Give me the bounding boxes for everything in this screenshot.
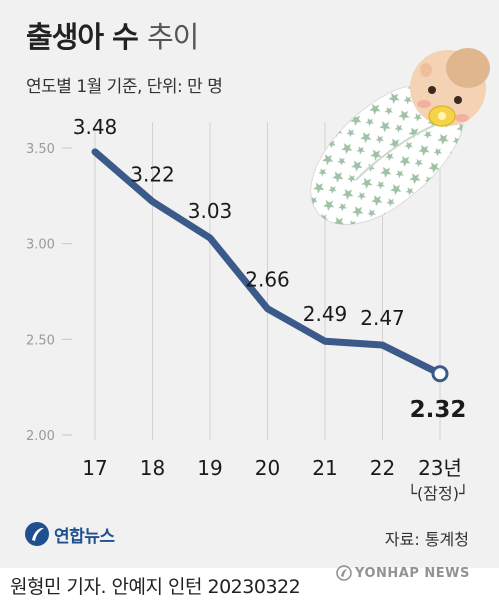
data-label: 2.49: [303, 302, 348, 326]
yonhap-watermark-icon: [336, 565, 352, 581]
chart-subtitle: 연도별 1월 기준, 단위: 만 명: [26, 77, 223, 97]
data-label: 2.66: [245, 268, 290, 292]
y-tick-label: 3.50: [26, 142, 55, 157]
yonhap-logo: 연합뉴스: [24, 521, 115, 547]
credit-text: 원형민 기자. 안예지 인턴 20230322: [10, 576, 301, 598]
x-tick-label: 23년: [418, 456, 462, 480]
infographic-card: 출생아 수 추이 연도별 1월 기준, 단위: 만 명 2.00 2.50 3.00…: [0, 0, 499, 568]
chart-title-light: 추이: [146, 20, 199, 54]
baby-illustration-icon: [310, 48, 490, 225]
y-tick-label: 3.00: [26, 238, 55, 253]
data-label: 2.32: [410, 397, 467, 423]
data-point: [431, 365, 449, 383]
data-label: 2.47: [360, 306, 405, 330]
x-tick-label: 22: [370, 456, 395, 480]
x-tick-label: 21: [312, 456, 337, 480]
yonhap-logo-icon: [25, 522, 49, 546]
logo-text: 연합뉴스: [54, 526, 115, 547]
series-line: [91, 148, 444, 378]
chart-title: 출생아 수 추이: [26, 18, 199, 56]
source-text: 자료: 통계청: [384, 530, 469, 549]
data-label: 3.03: [188, 199, 233, 223]
data-label: 3.22: [130, 163, 175, 187]
chart-title-bold: 출생아 수: [26, 20, 139, 54]
y-tick-label: 2.50: [26, 333, 55, 348]
data-label: 3.48: [73, 115, 118, 139]
x-tick-label: 19: [197, 456, 222, 480]
watermark: YONHAP NEWS: [336, 565, 470, 581]
x-tick-label: 18: [140, 456, 165, 480]
x-tick-label: 20: [255, 456, 280, 480]
watermark-text: YONHAP NEWS: [355, 565, 470, 581]
y-tick-label: 2.00: [26, 429, 55, 444]
x-tick-label: 17: [82, 456, 107, 480]
line-chart: 2.00 2.50 3.00 3.50 3.48 3.22 3.03 2.66 2.49 2.47…: [26, 115, 469, 503]
annotation-label: └(잠정)┘: [407, 483, 468, 503]
